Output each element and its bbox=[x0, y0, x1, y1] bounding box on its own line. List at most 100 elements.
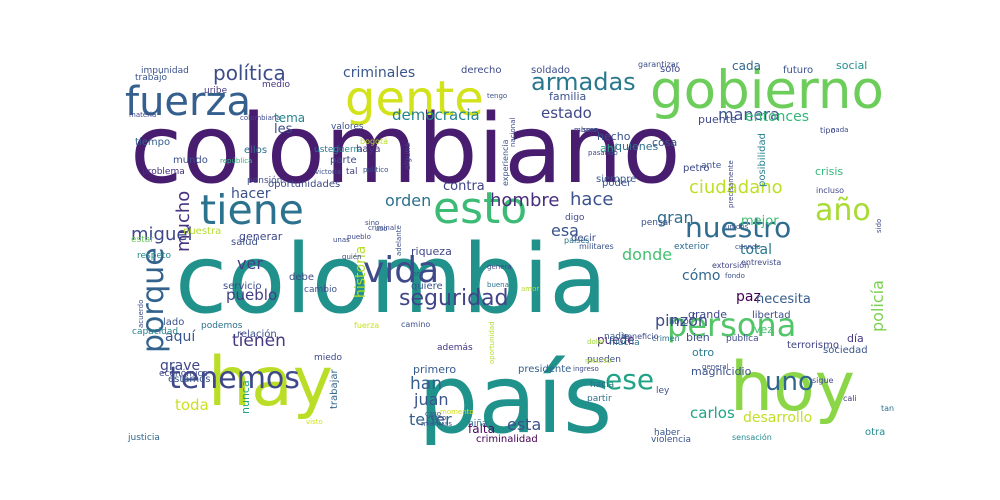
word: alguna bbox=[403, 143, 412, 170]
word: paz bbox=[736, 289, 761, 305]
word: familia bbox=[549, 90, 586, 103]
word: sigue bbox=[812, 376, 834, 385]
word: militares bbox=[579, 242, 614, 251]
word: primero bbox=[413, 363, 456, 376]
word: problema bbox=[142, 167, 185, 177]
word: ahí bbox=[600, 142, 618, 155]
word: países bbox=[564, 236, 589, 245]
word: criminalidad bbox=[476, 434, 538, 445]
word: cambio bbox=[304, 285, 337, 295]
word: falta bbox=[468, 422, 495, 436]
word: momento bbox=[440, 408, 474, 416]
word: era bbox=[412, 270, 423, 278]
word: respeto bbox=[137, 251, 172, 261]
word: justicia bbox=[127, 433, 160, 443]
word: democracia bbox=[392, 106, 480, 124]
word: usted bbox=[314, 145, 339, 155]
word: magnicidio bbox=[691, 365, 752, 378]
word: creo bbox=[431, 414, 446, 422]
word: extorsión bbox=[712, 260, 749, 270]
word: hombre bbox=[490, 190, 559, 211]
word: puede bbox=[597, 333, 635, 347]
word: tema bbox=[274, 111, 305, 125]
word: uribe bbox=[204, 86, 228, 96]
word: colombia bbox=[175, 225, 607, 335]
word: victoria bbox=[315, 168, 341, 176]
word: crimen bbox=[652, 334, 680, 343]
word: vida bbox=[363, 250, 439, 291]
word: quién bbox=[342, 253, 362, 261]
word: fuerza bbox=[125, 79, 251, 125]
word: hacia bbox=[590, 380, 614, 390]
word: recurso bbox=[585, 357, 611, 365]
word: ese bbox=[605, 363, 654, 396]
word: país bbox=[418, 345, 612, 445]
word: gente bbox=[345, 71, 484, 127]
word: grave bbox=[160, 358, 200, 374]
word: presidente bbox=[518, 364, 571, 375]
word: aquí bbox=[165, 329, 196, 345]
word: genera bbox=[487, 263, 512, 271]
word: toda bbox=[175, 396, 209, 414]
word: sociedad bbox=[823, 345, 868, 356]
word: amor bbox=[521, 285, 539, 293]
word: podemos bbox=[201, 321, 243, 331]
word: ver bbox=[237, 254, 263, 273]
word: salud bbox=[231, 237, 258, 248]
word: entonces bbox=[745, 109, 809, 125]
word: cosa bbox=[652, 136, 677, 149]
word: futuro bbox=[783, 65, 813, 76]
word: uso bbox=[375, 225, 387, 233]
word: fuerza bbox=[354, 321, 379, 330]
word: tal bbox=[346, 167, 358, 177]
word: nada bbox=[831, 126, 848, 134]
word: pública bbox=[726, 334, 759, 344]
word: precisamente bbox=[727, 160, 735, 208]
word: tener bbox=[409, 410, 452, 429]
word: trabajo bbox=[135, 73, 167, 83]
word: porque bbox=[136, 247, 171, 353]
word: colombiano bbox=[130, 95, 681, 205]
word: guerra bbox=[333, 145, 363, 155]
word: juan bbox=[413, 390, 449, 409]
word: sino bbox=[365, 219, 379, 227]
word: total bbox=[740, 242, 772, 258]
word: terrorismo bbox=[787, 340, 839, 351]
word: armadas bbox=[531, 68, 636, 96]
word: tiempo bbox=[135, 137, 170, 148]
word: ante bbox=[701, 161, 722, 171]
word: riqueza bbox=[411, 245, 452, 258]
word: decir bbox=[571, 233, 597, 244]
word: nuestro bbox=[685, 211, 791, 244]
word: nuestra bbox=[183, 226, 221, 237]
word: político bbox=[363, 166, 388, 174]
word: manera bbox=[718, 105, 780, 124]
word: tenemos bbox=[169, 361, 300, 396]
word: miedo bbox=[314, 353, 343, 363]
word: pinzón bbox=[655, 311, 708, 330]
word: tiene bbox=[200, 186, 304, 234]
word: uno bbox=[765, 367, 814, 397]
word: además bbox=[437, 343, 473, 353]
word: capacidad bbox=[132, 327, 178, 337]
word: hace bbox=[570, 189, 613, 210]
word: solo bbox=[660, 64, 680, 75]
word: caso bbox=[425, 410, 441, 418]
word: hoy bbox=[730, 348, 855, 427]
word: colombiana bbox=[240, 114, 281, 122]
word: sensación bbox=[732, 432, 772, 442]
word: lado bbox=[163, 317, 184, 328]
word: criminal bbox=[368, 224, 396, 232]
word: servicio bbox=[223, 281, 262, 292]
word: año bbox=[815, 193, 871, 228]
word: dolor bbox=[587, 338, 605, 346]
word: política bbox=[213, 61, 286, 85]
word: siempre bbox=[596, 174, 636, 185]
word: mismo bbox=[574, 126, 598, 134]
word: generar bbox=[239, 230, 283, 243]
word: nunca bbox=[239, 380, 252, 414]
word: cómo bbox=[682, 268, 720, 284]
word: posibilidad bbox=[757, 133, 768, 187]
word: policía bbox=[868, 280, 887, 332]
